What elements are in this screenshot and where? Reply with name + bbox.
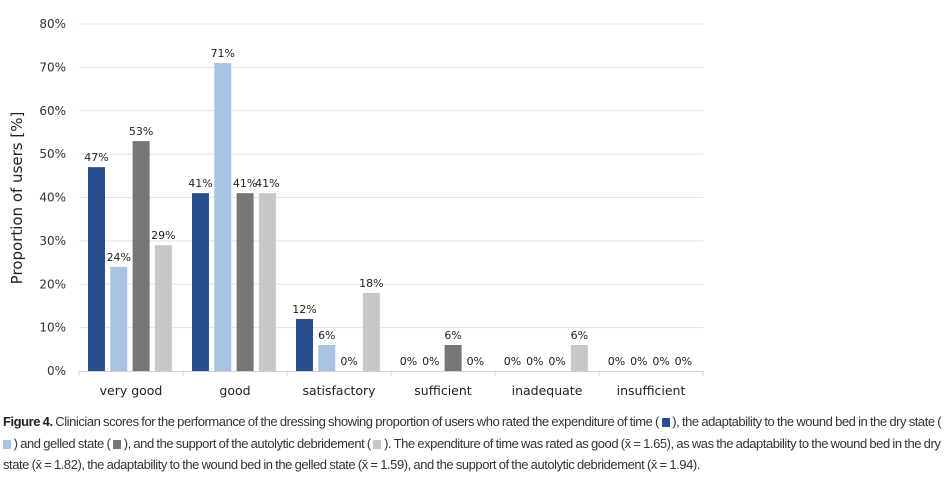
data-label: 47% <box>84 151 108 164</box>
caption-text: ). The expenditure of time was rated as … <box>3 435 941 473</box>
y-axis-label: Proportion of users [%] <box>8 112 26 285</box>
y-tick-label: 40% <box>39 191 66 205</box>
figure-caption: Figure 4. Clinician scores for the perfo… <box>3 411 948 476</box>
data-label: 53% <box>129 125 153 138</box>
y-tick-label: 0% <box>47 364 66 378</box>
data-label: 29% <box>151 229 175 242</box>
bar <box>214 63 232 371</box>
bar <box>296 318 313 371</box>
y-tick-label: 80% <box>39 17 66 31</box>
bar-chart: 47%24%53%29%41%71%41%41%12%6%0%18%0% 0%6%… <box>8 17 704 398</box>
data-label: 6% <box>318 329 335 342</box>
x-tick-label: very good <box>100 383 163 398</box>
caption-text: Clinician scores for the performance of … <box>52 414 659 429</box>
bar <box>362 292 380 371</box>
data-label: 0% <box>467 355 484 368</box>
data-label: 0% <box>422 355 439 368</box>
data-label: 0% <box>675 355 692 368</box>
data-label: 6% <box>444 329 461 342</box>
data-label: 41% <box>255 177 279 190</box>
caption-text: ), and the support of the autolytic debr… <box>123 435 372 451</box>
data-label: 0% <box>548 355 565 368</box>
bars <box>88 63 588 371</box>
data-label: 0% <box>340 355 357 368</box>
data-label: 12% <box>292 303 316 316</box>
bar <box>110 266 128 371</box>
y-tick-label: 20% <box>39 277 66 291</box>
caption-text: ) and gelled state ( <box>13 435 111 451</box>
bar <box>132 141 150 371</box>
y-tick-label: 10% <box>39 321 66 335</box>
data-label: 0% <box>630 355 647 368</box>
bar <box>88 167 105 371</box>
x-tick-label: insufficient <box>617 383 686 398</box>
x-tick-label: inadequate <box>512 383 583 398</box>
data-label: 0% <box>504 355 521 368</box>
data-label: 41% <box>233 177 257 190</box>
swatch-light-gray <box>373 439 382 449</box>
gridlines <box>79 23 703 329</box>
data-label: 0% <box>526 355 543 368</box>
bar <box>258 193 276 371</box>
data-label: 18% <box>359 277 383 290</box>
axes: 0% 10% 20% 30% 40% 50% 60% 70% 80% very good good s… <box>39 17 704 398</box>
figure-label: Figure 4. <box>3 414 53 429</box>
data-label: 41% <box>188 177 212 190</box>
swatch-light-blue <box>3 439 11 449</box>
bar <box>318 344 336 371</box>
bar <box>236 193 254 371</box>
swatch-dark-blue <box>661 418 670 427</box>
data-label: 71% <box>211 47 235 60</box>
data-labels: 47%24%53%29%41%71%41%41%12%6%0%18%0% 0%6%… <box>84 47 692 368</box>
x-tick-label: satisfactory <box>302 383 376 398</box>
bar <box>570 344 588 371</box>
data-label: 24% <box>107 251 131 264</box>
y-tick-label: 30% <box>39 234 66 248</box>
data-label: 0% <box>608 355 625 368</box>
y-tick-label: 70% <box>39 60 66 74</box>
swatch-dark-gray <box>113 439 122 449</box>
data-label: 0% <box>400 355 417 368</box>
caption-text: ), the adaptability to the wound bed in … <box>672 414 942 429</box>
y-tick-label: 50% <box>39 147 66 161</box>
bar <box>192 193 209 371</box>
y-tick-label: 60% <box>39 104 66 118</box>
data-label: 6% <box>571 329 588 342</box>
data-label: 0% <box>652 355 669 368</box>
x-tick-label: good <box>219 383 250 398</box>
bar <box>444 344 462 371</box>
bar <box>154 245 172 371</box>
x-tick-label: sufficient <box>414 383 471 398</box>
